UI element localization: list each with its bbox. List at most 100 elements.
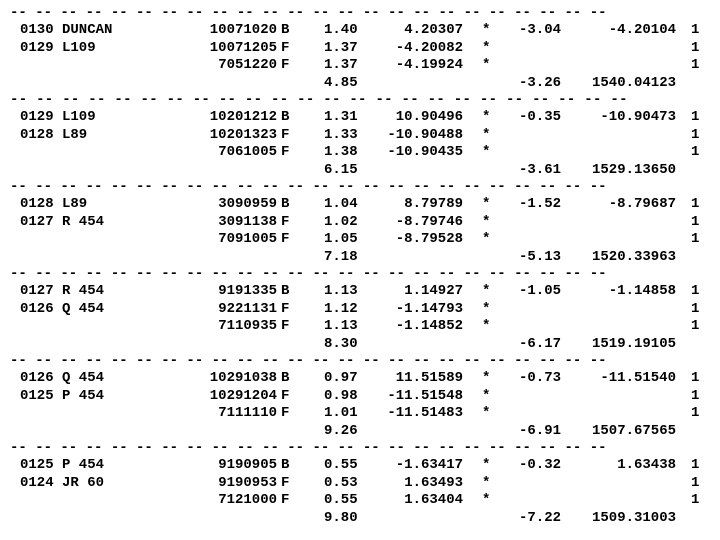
cell-station: 0124 [20,474,54,491]
cell-v4: 1519.19105 [591,335,676,352]
cell-code: 9190953 [218,474,277,491]
cell-bf: B [281,22,290,38]
cell-v3: -5.13 [518,248,561,265]
cell-bf: F [281,474,290,491]
cell-v2: 11.51589 [395,370,463,386]
cell-v1: 0.53 [324,474,358,491]
cell-v2: -4.19924 [395,57,463,73]
separator-rule: -- -- -- -- -- -- -- -- -- -- -- -- -- -… [10,439,607,456]
cell-code: 9221131 [218,300,277,317]
cell-v2: -10.90435 [387,144,463,160]
separator-rule: -- -- -- -- -- -- -- -- -- -- -- -- -- -… [10,352,607,369]
cell-code: 7091005 [218,231,277,247]
cell-v1: 1.05 [324,231,358,247]
cell-v4: 1509.31003 [591,509,676,526]
cell-v2: 1.63493 [404,474,463,491]
cell-v1: 9.26 [324,422,358,439]
cell-name: L89 [62,126,88,143]
cell-v4: -10.90473 [600,109,676,125]
cell-v2: -11.51483 [387,405,463,421]
cell-name: R 454 [62,283,105,299]
cell-v4: -1.14858 [608,283,676,299]
cell-v1: 9.80 [324,509,358,526]
cell-code: 7061005 [218,144,277,160]
cell-v3: -1.52 [518,196,561,212]
cell-v1: 0.97 [324,370,358,386]
cell-flag: * [482,457,491,473]
cell-code: 10071020 [209,22,277,38]
cell-bf: F [281,405,290,421]
cell-n: 1 [691,318,700,334]
cell-v2: 8.79789 [404,196,463,212]
cell-v3: -6.91 [518,422,561,439]
cell-name: L109 [62,109,96,125]
cell-flag: * [482,231,491,247]
cell-flag: * [482,196,491,212]
cell-bf: B [281,109,290,125]
cell-station: 0130 [20,22,54,38]
cell-v1: 0.55 [324,492,358,508]
separator-rule: -- -- -- -- -- -- -- -- -- -- -- -- -- -… [10,4,607,21]
cell-code: 10201323 [209,126,277,143]
cell-v2: -4.20082 [395,39,463,56]
cell-name: JR 60 [62,474,105,491]
cell-v1: 0.55 [324,457,358,473]
cell-code: 9191335 [218,283,277,299]
cell-n: 1 [691,126,700,143]
cell-station: 0128 [20,196,54,212]
cell-flag: * [482,318,491,334]
cell-name: Q 454 [62,370,105,386]
cell-flag: * [482,300,491,317]
cell-v4: -4.20104 [608,22,676,38]
cell-v3: -0.35 [518,109,561,125]
cell-n: 1 [691,387,700,404]
cell-code: 3091138 [218,213,277,230]
cell-v2: -1.14852 [395,318,463,334]
cell-v2: 1.14927 [404,283,463,299]
cell-name: P 454 [62,387,105,404]
cell-station: 0127 [20,283,54,299]
cell-n: 1 [691,39,700,56]
cell-n: 1 [691,196,700,212]
cell-bf: B [281,283,290,299]
cell-v2: -8.79528 [395,231,463,247]
separator-rule: -- -- -- -- -- -- -- -- -- -- -- -- -- -… [10,91,628,108]
cell-v3: -3.61 [518,161,561,178]
cell-flag: * [482,213,491,230]
cell-n: 1 [691,457,700,473]
cell-n: 1 [691,300,700,317]
cell-v2: -1.14793 [395,300,463,317]
cell-flag: * [482,57,491,73]
cell-v1: 1.33 [324,126,358,143]
cell-v3: -0.32 [518,457,561,473]
cell-v2: 10.90496 [395,109,463,125]
cell-code: 10201212 [209,109,277,125]
separator-rule: -- -- -- -- -- -- -- -- -- -- -- -- -- -… [10,265,607,282]
cell-name: L109 [62,39,96,56]
cell-v4: 1.63438 [617,457,676,473]
cell-flag: * [482,109,491,125]
cell-station: 0125 [20,457,54,473]
cell-v1: 8.30 [324,335,358,352]
cell-v1: 1.37 [324,57,358,73]
cell-v1: 1.02 [324,213,358,230]
cell-name: DUNCAN [62,22,113,38]
cell-n: 1 [691,22,700,38]
cell-code: 10291204 [209,387,277,404]
cell-flag: * [482,283,491,299]
cell-flag: * [482,126,491,143]
cell-code: 10071205 [209,39,277,56]
cell-v1: 7.18 [324,248,358,265]
cell-n: 1 [691,57,700,73]
cell-bf: F [281,57,290,73]
cell-bf: B [281,196,290,212]
cell-station: 0126 [20,300,54,317]
cell-v3: -0.73 [518,370,561,386]
cell-n: 1 [691,405,700,421]
cell-station: 0128 [20,126,54,143]
cell-v1: 1.01 [324,405,358,421]
cell-v2: 1.63404 [404,492,463,508]
cell-v1: 1.13 [324,318,358,334]
cell-station: 0126 [20,370,54,386]
cell-v4: 1520.33963 [591,248,676,265]
